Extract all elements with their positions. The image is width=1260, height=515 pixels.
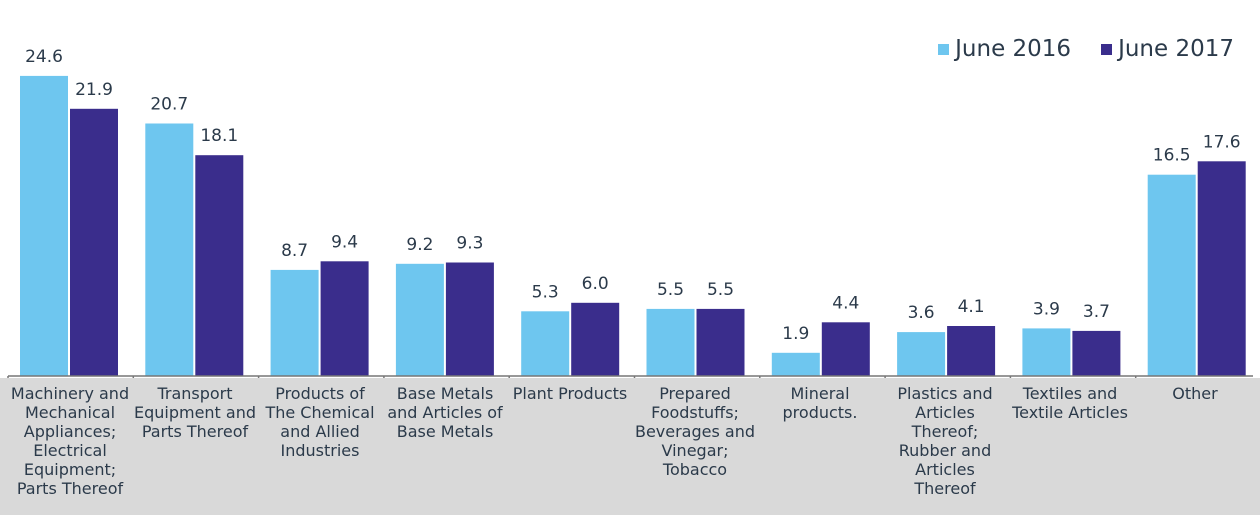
plot-area: 24.6 21.9 20.7 18.1 8.7 9.4 9.2 9.3 5.3 6.0 5.5 5.5…: [0, 0, 1260, 378]
legend-item-june-2016: June 2016: [938, 36, 1071, 62]
bar-june-2017-8: [1072, 331, 1120, 376]
legend-swatch-june-2016: [938, 44, 949, 55]
bar-june-2017-9: [1198, 161, 1246, 376]
bars-layer: [20, 76, 1246, 376]
data-label-june-2016-6: 1.9: [782, 324, 809, 344]
bar-june-2017-4: [571, 303, 619, 376]
category-label-other: Other: [1133, 384, 1257, 403]
data-label-june-2016-4: 5.3: [532, 282, 559, 302]
data-label-june-2017-2: 9.4: [331, 232, 358, 252]
data-label-june-2017-4: 6.0: [582, 274, 609, 294]
legend-swatch-june-2017: [1101, 44, 1112, 55]
category-label-transport: Transport Equipment and Parts Thereof: [133, 384, 257, 441]
data-label-june-2017-8: 3.7: [1083, 302, 1110, 322]
data-label-june-2016-1: 20.7: [150, 95, 188, 115]
bar-june-2017-3: [446, 263, 494, 377]
data-label-june-2016-2: 8.7: [281, 241, 308, 261]
bar-june-2016-6: [772, 353, 820, 376]
data-label-june-2017-5: 5.5: [707, 280, 734, 300]
bar-june-2016-2: [271, 270, 319, 376]
category-label-base-metals: Base Metals and Articles of Base Metals: [383, 384, 507, 441]
data-label-june-2016-9: 16.5: [1153, 146, 1191, 166]
bar-june-2017-2: [321, 261, 369, 376]
data-label-june-2016-8: 3.9: [1033, 299, 1060, 319]
data-label-june-2017-3: 9.3: [456, 234, 483, 254]
bar-june-2016-8: [1022, 328, 1070, 376]
data-label-june-2017-1: 18.1: [200, 126, 238, 146]
bar-june-2016-4: [521, 311, 569, 376]
category-label-prepared-foodstuffs: Prepared Foodstuffs; Beverages and Vineg…: [633, 384, 757, 479]
bar-june-2016-9: [1148, 175, 1196, 376]
bar-june-2016-5: [647, 309, 695, 376]
data-label-june-2016-7: 3.6: [908, 303, 935, 323]
legend-item-june-2017: June 2017: [1101, 36, 1234, 62]
category-label-chemical: Products of The Chemical and Allied Indu…: [258, 384, 382, 460]
bar-june-2017-0: [70, 109, 118, 376]
category-label-plastics: Plastics and Articles Thereof; Rubber an…: [883, 384, 1007, 498]
data-label-june-2017-9: 17.6: [1203, 132, 1241, 152]
data-label-june-2017-6: 4.4: [832, 293, 859, 313]
bar-june-2016-7: [897, 332, 945, 376]
bar-june-2016-0: [20, 76, 68, 376]
category-label-mineral-products: Mineral products.: [758, 384, 882, 422]
bar-june-2017-6: [822, 322, 870, 376]
data-label-june-2016-3: 9.2: [406, 235, 433, 255]
bar-june-2016-3: [396, 264, 444, 376]
category-label-textiles: Textiles and Textile Articles: [1008, 384, 1132, 422]
bar-june-2017-7: [947, 326, 995, 376]
data-label-june-2017-7: 4.1: [958, 297, 985, 317]
category-label-plant-products: Plant Products: [508, 384, 632, 403]
data-label-june-2016-5: 5.5: [657, 280, 684, 300]
legend-label-june-2017: June 2017: [1118, 36, 1234, 62]
bar-june-2017-1: [195, 155, 243, 376]
data-label-june-2017-0: 21.9: [75, 80, 113, 100]
data-label-june-2016-0: 24.6: [25, 47, 63, 67]
bar-june-2016-1: [145, 124, 193, 377]
bar-june-2017-5: [697, 309, 745, 376]
legend-label-june-2016: June 2016: [955, 36, 1071, 62]
category-label-machinery: Machinery and Mechanical Appliances; Ele…: [8, 384, 132, 498]
legend: June 2016 June 2017: [938, 36, 1234, 62]
